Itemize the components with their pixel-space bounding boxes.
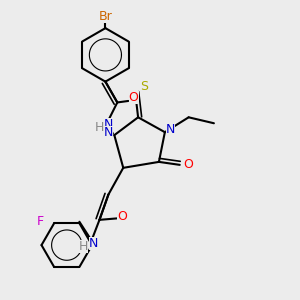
Text: H: H: [78, 240, 88, 253]
Text: F: F: [37, 215, 44, 228]
Text: O: O: [117, 210, 127, 224]
Text: S: S: [140, 80, 148, 93]
Text: O: O: [184, 158, 194, 171]
Text: Br: Br: [98, 10, 112, 23]
Text: N: N: [89, 237, 98, 250]
Text: N: N: [104, 126, 113, 139]
Text: O: O: [129, 92, 139, 104]
Text: H: H: [95, 121, 104, 134]
Text: N: N: [166, 123, 176, 136]
Text: N: N: [104, 118, 113, 131]
